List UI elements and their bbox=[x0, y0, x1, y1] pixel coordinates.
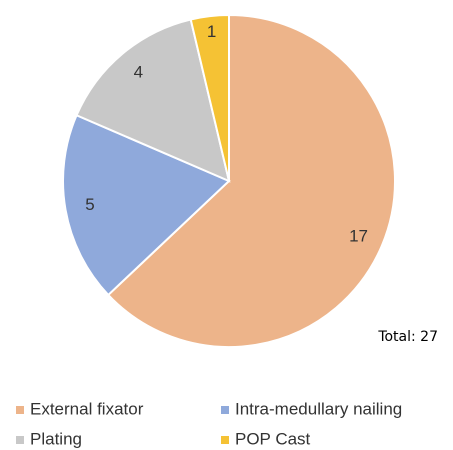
data-label: 4 bbox=[134, 62, 143, 81]
total-annotation: Total: 27 bbox=[377, 329, 438, 345]
legend-swatch bbox=[221, 406, 229, 414]
legend-label: POP Cast bbox=[235, 429, 311, 448]
pie-slice bbox=[189, 13, 230, 182]
data-label: 1 bbox=[207, 22, 216, 41]
legend-swatch bbox=[16, 406, 24, 414]
legend-label: Intra-medullary nailing bbox=[235, 399, 402, 418]
legend-label: Plating bbox=[30, 429, 82, 448]
legend-swatch bbox=[221, 436, 229, 444]
pie-slice bbox=[75, 18, 231, 183]
legend-label: External fixator bbox=[30, 399, 144, 418]
legend-swatch bbox=[16, 436, 24, 444]
data-label: 5 bbox=[85, 195, 94, 214]
pie-slice bbox=[106, 13, 396, 348]
data-label: 17 bbox=[349, 226, 368, 245]
pie-slice bbox=[62, 113, 231, 297]
